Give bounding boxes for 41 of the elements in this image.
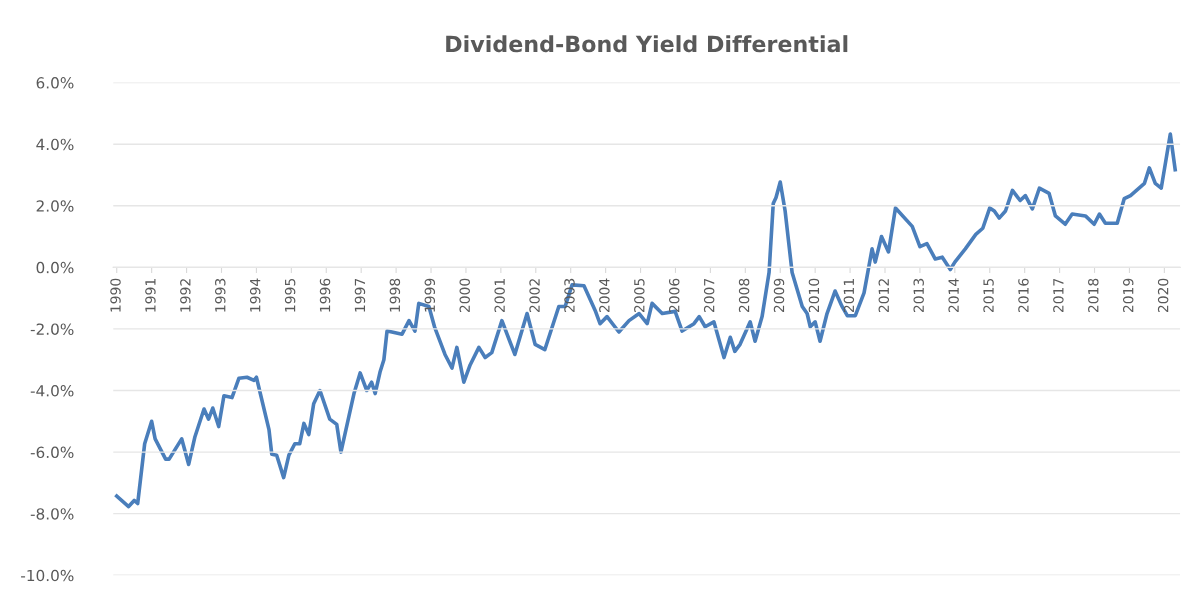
x-tick-label: 2013 [913, 278, 924, 313]
x-tick-label: 1998 [389, 278, 401, 312]
x-tick-label: 2020 [1157, 278, 1169, 313]
y-tick-label: -2.0% [30, 323, 74, 335]
x-tick-label: 2017 [1053, 278, 1064, 313]
x-tick-label: 1992 [180, 279, 191, 312]
x-tick-label: 2016 [1018, 278, 1029, 313]
x-tick-label: 2002 [529, 279, 540, 313]
x-tick-label: 2005 [634, 278, 645, 313]
y-tick-label: -6.0% [30, 446, 74, 459]
x-tick-label: 2018 [1088, 278, 1099, 313]
x-tick-label: 2003 [564, 278, 575, 313]
x-tick-label: 2008 [738, 278, 750, 313]
x-tick-label: 2004 [599, 278, 610, 313]
x-tick-label: 1997 [354, 278, 366, 312]
x-tick-label: 2015 [983, 278, 994, 313]
y-tick-label: 2.0% [36, 200, 74, 212]
x-tick-label: 2019 [1122, 278, 1134, 313]
x-tick-label: 2000 [459, 278, 470, 313]
y-tick-label: 6.0% [36, 77, 74, 89]
x-tick-label: 2007 [703, 278, 715, 313]
x-tick-label: 1994 [249, 278, 261, 312]
x-tick-label: 2006 [668, 278, 680, 313]
y-tick-label: -8.0% [30, 508, 74, 520]
chart-title: Dividend-Bond Yield Differential [446, 35, 848, 53]
x-tick-label: 1999 [424, 278, 436, 312]
y-tick-label: -4.0% [30, 384, 74, 397]
x-tick-label: 1995 [284, 278, 296, 312]
x-tick-label: 1990 [110, 278, 121, 312]
x-tick-label: 1993 [215, 278, 226, 312]
y-tick-label: -10.0% [21, 569, 74, 582]
x-tick-label: 1996 [319, 278, 331, 312]
y-tick-label: 0.0% [36, 261, 74, 274]
x-tick-label: 2011 [843, 279, 855, 313]
x-tick-label: 2010 [808, 278, 820, 313]
x-tick-label: 2014 [948, 278, 959, 313]
x-tick-label: 1991 [145, 279, 156, 312]
x-tick-label: 2001 [494, 279, 505, 313]
x-tick-label: 2009 [773, 278, 785, 313]
y-tick-label: 4.0% [36, 138, 74, 151]
x-tick-label: 2012 [878, 279, 890, 313]
